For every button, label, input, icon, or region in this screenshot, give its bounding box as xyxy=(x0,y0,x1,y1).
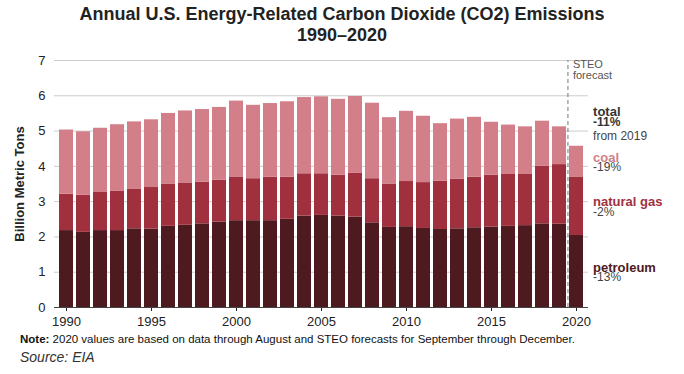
svg-text:petroleum: petroleum xyxy=(593,259,656,275)
svg-text:7: 7 xyxy=(38,53,45,68)
html-text:Annual U.S. Energy-Related Car: Annual U.S. Energy-Related Carbon Dioxid… xyxy=(79,4,605,24)
svg-text:2000: 2000 xyxy=(222,314,251,329)
svg-text:STEOforecast: STEOforecast xyxy=(573,58,612,81)
svg-text:3: 3 xyxy=(38,194,45,209)
svg-text:4: 4 xyxy=(38,159,45,174)
svg-text:Billion Metric Tons: Billion Metric Tons xyxy=(12,126,27,241)
svg-text:1990: 1990 xyxy=(52,314,81,329)
svg-text:1995: 1995 xyxy=(137,314,166,329)
svg-text:2: 2 xyxy=(38,229,45,244)
svg-text:1: 1 xyxy=(38,264,45,279)
svg-text:-19%: -19% xyxy=(593,160,621,174)
svg-text:-13%: -13% xyxy=(593,270,621,284)
html-text:Note: 2020 values are based on: Note: 2020 values are based on data thro… xyxy=(20,333,575,345)
html-text:1990–2020: 1990–2020 xyxy=(296,25,387,45)
svg-text:2015: 2015 xyxy=(477,314,506,329)
svg-text:5: 5 xyxy=(38,123,45,138)
svg-text:total: total xyxy=(593,104,621,120)
svg-text:-11%: -11% xyxy=(593,115,621,129)
svg-text:from 2019: from 2019 xyxy=(593,129,647,143)
svg-text:0: 0 xyxy=(38,300,45,315)
svg-text:natural gas: natural gas xyxy=(593,194,663,210)
svg-text:2010: 2010 xyxy=(392,314,421,329)
svg-text:2020: 2020 xyxy=(562,314,591,329)
html-text:Source: EIA: Source: EIA xyxy=(20,349,95,365)
svg-text:coal: coal xyxy=(593,149,620,165)
svg-text:2005: 2005 xyxy=(307,314,336,329)
svg-text:6: 6 xyxy=(38,88,45,103)
svg-text:-2%: -2% xyxy=(593,205,615,219)
